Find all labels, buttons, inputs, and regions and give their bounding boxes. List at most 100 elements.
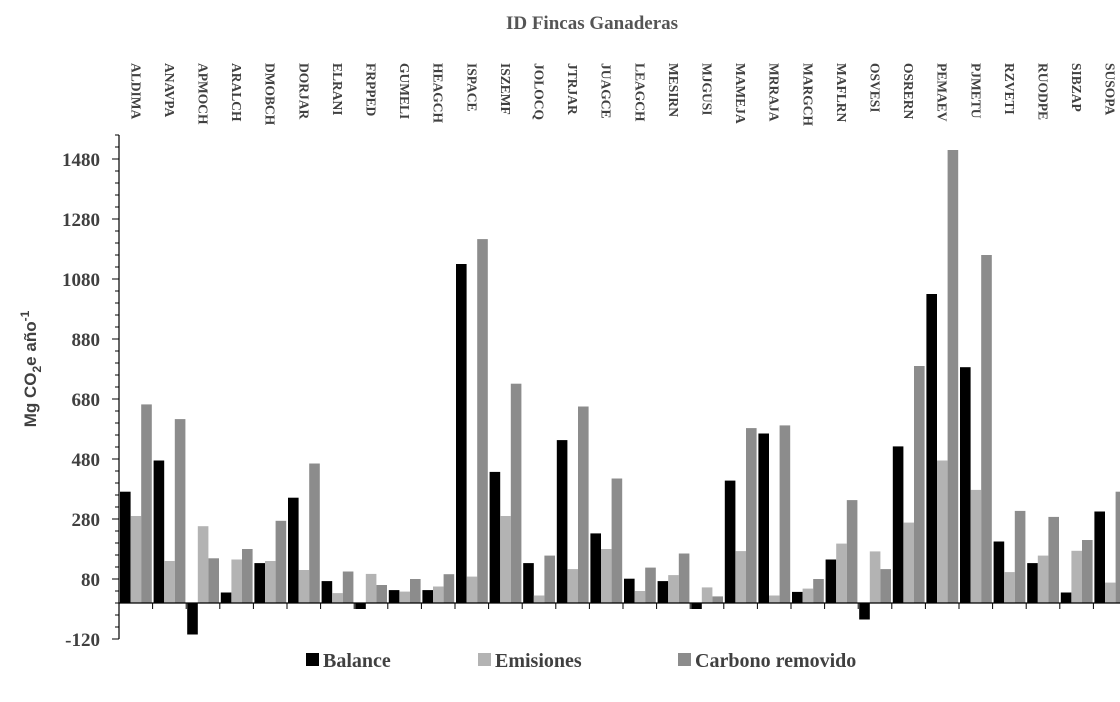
y-axis-label-sup: -1 bbox=[18, 310, 32, 321]
bar-balance-mjgusi bbox=[691, 603, 702, 609]
bar-balance-aldima bbox=[120, 491, 131, 603]
bar-balance-margch bbox=[792, 591, 803, 603]
bar-emisiones-jtrjar bbox=[567, 569, 578, 603]
bar-carbono-removido-mjgusi bbox=[712, 596, 723, 603]
bar-carbono-removido-aralch bbox=[242, 549, 253, 603]
legend-label: Emisiones bbox=[495, 650, 582, 672]
bar-carbono-removido-mameja bbox=[746, 428, 757, 603]
bar-balance-leagch bbox=[624, 578, 635, 603]
category-label-margch: MARGCH bbox=[800, 63, 815, 126]
bar-carbono-removido-sibzap bbox=[1082, 540, 1093, 603]
bar-emisiones-frpped bbox=[365, 573, 377, 603]
bar-carbono-removido-maflrn bbox=[846, 500, 858, 603]
bar-emisiones-mesirn bbox=[668, 575, 679, 603]
y-tick-label: 1080 bbox=[62, 270, 100, 291]
bar-carbono-removido-frpped bbox=[376, 585, 387, 603]
category-label-dmobch: DMOBCH bbox=[263, 63, 278, 126]
legend-item-emisiones: Emisiones bbox=[478, 650, 582, 672]
bar-balance-mrraja bbox=[758, 433, 769, 603]
y-axis-label-main: Mg CO bbox=[21, 372, 40, 427]
bars bbox=[120, 150, 1120, 635]
legend-swatch bbox=[306, 653, 319, 666]
bar-emisiones-leagch bbox=[634, 591, 646, 603]
bar-balance-apmoch bbox=[187, 603, 198, 635]
bar-carbono-removido-aldima bbox=[141, 404, 152, 603]
bar-balance-anavpa bbox=[153, 460, 165, 603]
bar-emisiones-rzveti bbox=[1004, 572, 1015, 603]
legend-swatch bbox=[678, 653, 691, 666]
bar-emisiones-maflrn bbox=[836, 543, 847, 603]
category-labels: ALDIMA ANAVPA APMOCH ARALCH DMOBCH DORJAR ELRA… bbox=[128, 63, 1117, 126]
bar-emisiones-elrani bbox=[332, 593, 343, 603]
bar-balance-rzveti bbox=[993, 541, 1005, 603]
category-label-juagce: JUAGCE bbox=[599, 63, 614, 119]
bar-carbono-removido-juagce bbox=[611, 478, 623, 603]
bar-balance-aralch bbox=[220, 592, 232, 603]
bar-emisiones-osrern bbox=[903, 522, 914, 603]
svg-text:Mg CO2e año-1: Mg CO2e año-1 bbox=[18, 310, 44, 427]
category-label-iszemf: ISZEMF bbox=[498, 63, 513, 115]
category-label-jtrjar: JTRJAR bbox=[565, 63, 580, 115]
bar-balance-elrani bbox=[321, 581, 333, 603]
y-tick-label: -120 bbox=[65, 630, 100, 651]
category-label-ispace: ISPACE bbox=[464, 63, 479, 112]
bar-emisiones-dmobch bbox=[265, 561, 276, 603]
y-tick-label: 680 bbox=[72, 390, 101, 411]
bar-carbono-removido-susopa bbox=[1115, 491, 1120, 603]
bar-balance-heagch bbox=[422, 590, 433, 603]
bar-emisiones-heagch bbox=[433, 586, 444, 603]
bar-carbono-removido-osrern bbox=[914, 366, 925, 603]
bar-emisiones-aralch bbox=[231, 559, 242, 603]
legend-label: Carbono removido bbox=[695, 650, 856, 672]
bar-balance-iszemf bbox=[489, 471, 501, 603]
chart-title: ID Fincas Ganaderas bbox=[506, 13, 678, 34]
category-label-dorjar: DORJAR bbox=[296, 63, 311, 119]
bar-carbono-removido-osvesi bbox=[880, 569, 891, 603]
bar-carbono-removido-dmobch bbox=[275, 520, 287, 603]
bar-carbono-removido-pjmetu bbox=[981, 255, 992, 603]
category-label-elrani: ELRANI bbox=[330, 63, 345, 116]
category-label-susopa: SUSOPA bbox=[1103, 63, 1118, 116]
category-label-pemaev: PEMAEV bbox=[935, 63, 950, 122]
legend-item-carbono-removido: Carbono removido bbox=[678, 650, 856, 672]
bar-emisiones-mameja bbox=[735, 551, 746, 603]
bar-balance-sibzap bbox=[1060, 592, 1072, 603]
bar-emisiones-iszemf bbox=[500, 516, 511, 603]
bar-balance-mameja bbox=[724, 480, 736, 603]
bar-balance-dorjar bbox=[288, 497, 299, 603]
category-label-aralch: ARALCH bbox=[229, 63, 244, 122]
y-tick-label: 80 bbox=[81, 570, 100, 591]
bar-carbono-removido-jtrjar bbox=[578, 406, 589, 603]
bar-balance-osrern bbox=[892, 446, 904, 603]
bar-emisiones-ruodpe bbox=[1037, 555, 1049, 603]
bar-carbono-removido-ispace bbox=[477, 239, 488, 603]
bar-carbono-removido-apmoch bbox=[208, 558, 219, 603]
y-tick-label: 1480 bbox=[62, 150, 100, 171]
bar-balance-jolocq bbox=[523, 563, 534, 603]
bar-emisiones-anavpa bbox=[164, 561, 175, 603]
category-label-mameja: MAMEJA bbox=[733, 63, 748, 124]
category-label-pjmetu: PJMETU bbox=[968, 63, 983, 119]
bar-emisiones-apmoch bbox=[197, 526, 209, 603]
bar-balance-gumeli bbox=[388, 590, 400, 603]
bar-emisiones-aldima bbox=[130, 516, 142, 603]
category-label-leagch: LEAGCH bbox=[632, 63, 647, 122]
category-label-gumeli: GUMELI bbox=[397, 63, 412, 119]
bar-carbono-removido-pemaev bbox=[947, 150, 959, 603]
bar-carbono-removido-iszemf bbox=[510, 383, 522, 603]
bar-emisiones-sibzap bbox=[1071, 550, 1082, 603]
category-label-mrraja: MRRAJA bbox=[767, 63, 782, 122]
category-label-aldima: ALDIMA bbox=[128, 63, 143, 119]
y-tick-labels: -120 80 280 480 680 880 1080 1280 1480 bbox=[62, 150, 100, 651]
bar-emisiones-mjgusi bbox=[701, 587, 713, 603]
y-tick-label: 880 bbox=[72, 330, 101, 351]
bar-balance-pemaev bbox=[926, 294, 937, 603]
category-label-apmoch: APMOCH bbox=[196, 63, 211, 125]
legend-swatch bbox=[478, 653, 491, 666]
bar-emisiones-pemaev bbox=[937, 460, 948, 603]
bar-balance-maflrn bbox=[825, 559, 837, 603]
category-label-ruodpe: RUODPE bbox=[1036, 63, 1051, 120]
y-axis-label-sub: 2 bbox=[30, 365, 44, 372]
bar-balance-frpped bbox=[355, 603, 366, 609]
